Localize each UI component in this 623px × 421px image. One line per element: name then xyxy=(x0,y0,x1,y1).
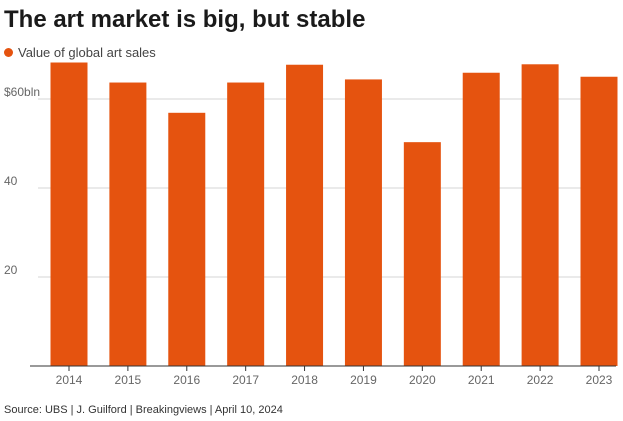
bar-2022 xyxy=(521,64,559,366)
x-tick-label: 2023 xyxy=(586,373,613,387)
x-tick-label: 2020 xyxy=(409,373,436,387)
legend-label: Value of global art sales xyxy=(18,45,156,60)
x-tick-label: 2021 xyxy=(468,373,495,387)
x-tick-label: 2022 xyxy=(527,373,554,387)
legend-swatch xyxy=(4,48,13,57)
source-note: Source: UBS | J. Guilford | Breakingview… xyxy=(4,404,283,416)
x-tick-label: 2014 xyxy=(56,373,83,387)
bar-2021 xyxy=(462,72,500,367)
bar-2016 xyxy=(168,112,206,366)
y-tick-label: $60bln xyxy=(4,85,40,99)
legend: Value of global art sales xyxy=(4,45,156,60)
x-tick-label: 2017 xyxy=(232,373,259,387)
bar-2020 xyxy=(403,142,441,366)
bar-2019 xyxy=(344,79,382,367)
y-tick-label: 40 xyxy=(4,174,18,188)
x-tick-label: 2019 xyxy=(350,373,377,387)
bar-2015 xyxy=(109,82,147,366)
chart-title: The art market is big, but stable xyxy=(4,6,366,33)
bar-2014 xyxy=(50,62,88,366)
bar-2023 xyxy=(580,76,618,366)
x-tick-label: 2015 xyxy=(115,373,142,387)
x-tick-label: 2018 xyxy=(291,373,318,387)
bar-2017 xyxy=(227,82,265,366)
x-tick-label: 2016 xyxy=(173,373,200,387)
bar-2018 xyxy=(286,64,324,367)
y-tick-label: 20 xyxy=(4,263,18,277)
